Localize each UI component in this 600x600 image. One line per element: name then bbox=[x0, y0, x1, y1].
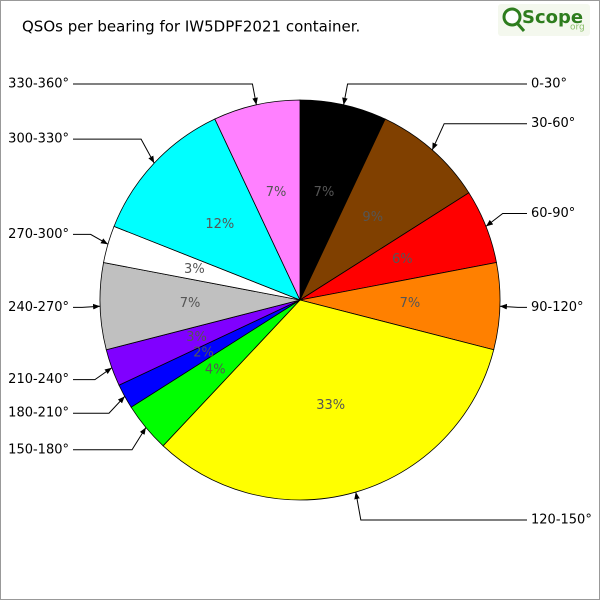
logo-icon bbox=[502, 7, 522, 27]
value-label: 3% bbox=[184, 262, 205, 277]
logo-icon bbox=[515, 22, 526, 32]
leader-line bbox=[431, 123, 527, 151]
leader-line bbox=[73, 367, 113, 381]
pie-slice bbox=[113, 118, 301, 301]
logo-suffix: org bbox=[570, 23, 585, 33]
logo-text: Scope bbox=[522, 7, 583, 28]
value-label: 9% bbox=[362, 210, 383, 225]
leader-line bbox=[499, 303, 527, 310]
value-label: 7% bbox=[180, 296, 201, 311]
leader-line bbox=[73, 396, 126, 414]
value-label: 7% bbox=[314, 185, 335, 200]
value-label: 4% bbox=[205, 363, 226, 378]
category-label: 150-180° bbox=[8, 442, 69, 457]
leader-line bbox=[342, 83, 527, 105]
leader-line bbox=[485, 212, 527, 227]
value-label: 33% bbox=[316, 398, 345, 413]
leader-line bbox=[73, 427, 147, 451]
category-label: 60-90° bbox=[531, 206, 575, 221]
leader-line bbox=[73, 233, 109, 245]
category-label: 210-240° bbox=[8, 372, 69, 387]
chart-title: QSOs per bearing for IW5DPF2021 containe… bbox=[22, 18, 360, 36]
leader-line bbox=[73, 138, 155, 164]
category-label: 180-210° bbox=[8, 406, 69, 421]
value-label: 12% bbox=[205, 217, 234, 232]
category-label: 30-60° bbox=[531, 116, 575, 131]
category-label: 120-150° bbox=[531, 513, 592, 528]
logo: Scope org bbox=[498, 4, 590, 36]
leader-line bbox=[354, 491, 527, 521]
value-label: 7% bbox=[266, 185, 287, 200]
leader-line bbox=[73, 83, 258, 105]
value-label: 6% bbox=[392, 252, 413, 267]
pie-slice bbox=[299, 118, 470, 302]
pie-slice bbox=[214, 99, 301, 301]
leader-line bbox=[73, 303, 101, 310]
category-label: 300-330° bbox=[8, 132, 69, 147]
category-label: 240-270° bbox=[8, 300, 69, 315]
category-label: 270-300° bbox=[8, 227, 69, 242]
value-label: 7% bbox=[400, 296, 421, 311]
category-label: 90-120° bbox=[531, 300, 584, 315]
category-label: 330-360° bbox=[8, 77, 69, 92]
category-label: 0-30° bbox=[531, 77, 567, 92]
value-label: 2% bbox=[193, 345, 214, 360]
value-label: 3% bbox=[186, 330, 207, 345]
